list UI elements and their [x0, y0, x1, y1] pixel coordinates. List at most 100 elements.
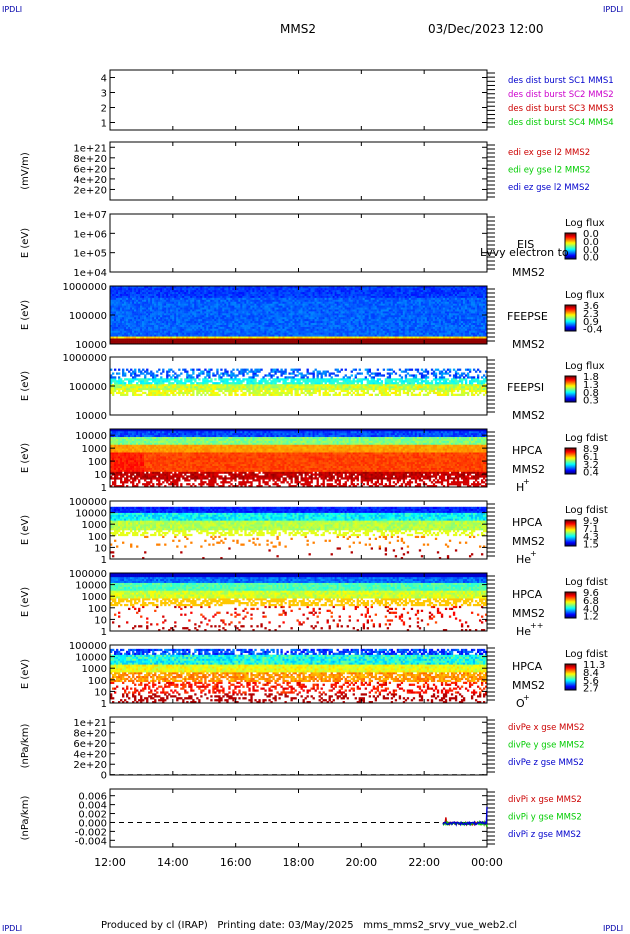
heatmap-cell: [383, 311, 385, 313]
heatmap-cell: [347, 336, 349, 338]
heatmap-cell: [327, 296, 329, 298]
heatmap-cell: [138, 321, 140, 323]
heatmap-cell: [425, 323, 427, 325]
heatmap-cell: [351, 301, 353, 303]
heatmap-cell: [365, 290, 367, 292]
heatmap-cell: [238, 332, 240, 334]
heatmap-cell: [284, 309, 286, 311]
heatmap-cell: [244, 329, 246, 331]
heatmap-cell: [184, 303, 186, 305]
heatmap-cell: [385, 305, 387, 307]
heatmap-cell: [168, 330, 170, 332]
heatmap-cell: [234, 327, 236, 329]
heatmap-cell: [407, 330, 409, 332]
heatmap-cell: [186, 303, 188, 305]
heatmap-cell: [256, 309, 258, 311]
heatmap-cell: [174, 325, 176, 327]
heatmap-cell: [266, 334, 268, 336]
heatmap-cell: [423, 313, 425, 315]
heatmap-cell: [178, 315, 180, 317]
heatmap-cell: [236, 300, 238, 302]
heatmap-cell: [317, 329, 319, 331]
heatmap-cell: [325, 313, 327, 315]
heatmap-cell: [186, 317, 188, 319]
heatmap-cell: [194, 294, 196, 296]
heatmap-cell: [377, 321, 379, 323]
heatmap-cell: [256, 329, 258, 331]
heatmap-cell: [363, 294, 365, 296]
heatmap-cell: [206, 327, 208, 329]
heatmap-cell: [317, 301, 319, 303]
heatmap-cell: [146, 309, 148, 311]
heatmap-cell: [309, 311, 311, 313]
heatmap-cell: [369, 301, 371, 303]
heatmap-cell: [142, 323, 144, 325]
heatmap-cell: [122, 340, 124, 342]
heatmap-cell: [238, 303, 240, 305]
heatmap-cell: [242, 325, 244, 327]
heatmap-cell: [286, 309, 288, 311]
heatmap-cell: [411, 330, 413, 332]
heatmap-cell: [114, 329, 116, 331]
heatmap-cell: [405, 301, 407, 303]
heatmap-cell: [128, 292, 130, 294]
heatmap-cell: [327, 315, 329, 317]
heatmap-cell: [124, 300, 126, 302]
heatmap-cell: [307, 319, 309, 321]
heatmap-cell: [164, 298, 166, 300]
heatmap-cell: [148, 296, 150, 298]
heatmap-cell: [118, 319, 120, 321]
heatmap-cell: [353, 325, 355, 327]
heatmap-cell: [224, 323, 226, 325]
heatmap-cell: [290, 330, 292, 332]
heatmap-cell: [351, 329, 353, 331]
heatmap-cell: [240, 327, 242, 329]
heatmap-cell: [427, 311, 429, 313]
heatmap-cell: [379, 336, 381, 338]
heatmap-cell: [359, 338, 361, 340]
heatmap-cell: [112, 290, 114, 292]
heatmap-cell: [431, 315, 433, 317]
heatmap-cell: [248, 323, 250, 325]
heatmap-cell: [174, 288, 176, 290]
heatmap-cell: [288, 313, 290, 315]
heatmap-cell: [254, 317, 256, 319]
heatmap-cell: [206, 334, 208, 336]
heatmap-cell: [208, 303, 210, 305]
heatmap-cell: [339, 336, 341, 338]
heatmap-cell: [160, 321, 162, 323]
heatmap-cell: [379, 311, 381, 313]
heatmap-cell: [290, 288, 292, 290]
heatmap-cell: [168, 294, 170, 296]
heatmap-cell: [262, 296, 264, 298]
heatmap-cell: [393, 325, 395, 327]
heatmap-cell: [260, 332, 262, 334]
heatmap-cell: [210, 321, 212, 323]
heatmap-cell: [130, 303, 132, 305]
heatmap-cell: [379, 290, 381, 292]
heatmap-cell: [230, 327, 232, 329]
heatmap-cell: [357, 309, 359, 311]
heatmap-cell: [134, 317, 136, 319]
heatmap-cell: [375, 307, 377, 309]
heatmap-cell: [224, 321, 226, 323]
heatmap-cell: [180, 330, 182, 332]
heatmap-cell: [327, 340, 329, 342]
heatmap-cell: [218, 336, 220, 338]
heatmap-cell: [216, 329, 218, 331]
heatmap-cell: [214, 298, 216, 300]
heatmap-cell: [294, 338, 296, 340]
heatmap-cell: [278, 303, 280, 305]
heatmap-cell: [130, 332, 132, 334]
heatmap-cell: [405, 309, 407, 311]
heatmap-cell: [321, 323, 323, 325]
heatmap-cell: [234, 298, 236, 300]
heatmap-cell: [164, 303, 166, 305]
heatmap-cell: [292, 300, 294, 302]
heatmap-cell: [268, 288, 270, 290]
heatmap-cell: [282, 307, 284, 309]
heatmap-cell: [363, 311, 365, 313]
heatmap-cell: [144, 329, 146, 331]
heatmap-cell: [403, 305, 405, 307]
heatmap-cell: [166, 334, 168, 336]
